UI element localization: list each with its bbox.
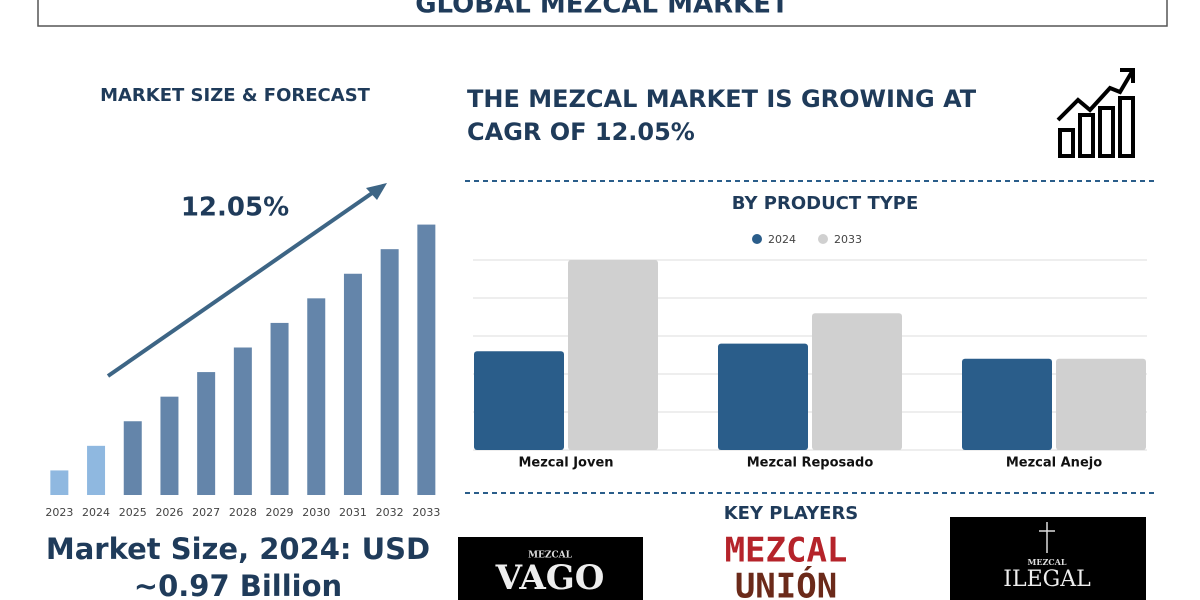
x-tick-label: 2029: [266, 506, 294, 519]
bar: [197, 372, 216, 495]
x-tick-label: 2030: [302, 506, 330, 519]
x-tick-label: Mezcal Joven: [518, 456, 613, 471]
bar: [962, 358, 1052, 450]
logo-text: MEZCAL: [725, 531, 848, 571]
legend-label: 2024: [768, 233, 796, 246]
bar: [1056, 358, 1146, 450]
bar: [123, 421, 142, 495]
x-tick-label: 2026: [155, 506, 183, 519]
x-tick-label: 2032: [376, 506, 404, 519]
headline: THE MEZCAL MARKET IS GROWING AT: [467, 85, 977, 113]
header-title: GLOBAL MEZCAL MARKET: [415, 0, 789, 20]
x-tick-label: Mezcal Anejo: [1006, 456, 1102, 471]
logo-text: MEZCAL: [528, 551, 573, 561]
growth-icon: [1056, 68, 1135, 158]
x-tick-label: 2023: [45, 506, 73, 519]
header-box: [37, 0, 1168, 27]
annotation: 12.05%: [181, 193, 289, 223]
x-tick-label: 2025: [119, 506, 147, 519]
bar: [270, 322, 289, 495]
x-tick-label: 2027: [192, 506, 220, 519]
headline: CAGR OF 12.05%: [467, 118, 695, 146]
logo-text: MEZCAL: [1028, 557, 1067, 567]
bar: [233, 347, 252, 495]
legend-marker: [752, 234, 762, 244]
logo-text: VAGO: [495, 558, 605, 598]
chart-title: BY PRODUCT TYPE: [732, 193, 919, 214]
logo-box: [458, 537, 643, 600]
bar: [380, 249, 399, 495]
bar: [87, 445, 106, 495]
bar: [417, 224, 436, 496]
bar: [568, 260, 658, 450]
bar: [307, 298, 326, 495]
market-size: ~0.97 Billion: [134, 569, 342, 600]
logo-text: UNIÓN: [735, 566, 837, 600]
market-size: Market Size, 2024: USD: [46, 532, 430, 566]
x-tick-label: Mezcal Reposado: [747, 456, 874, 471]
legend-label: 2033: [834, 233, 862, 246]
legend-marker: [818, 234, 828, 244]
x-tick-label: 2031: [339, 506, 367, 519]
trend-arrow: [106, 187, 380, 378]
bar: [812, 313, 902, 450]
arrow-head: [366, 183, 387, 200]
x-tick-label: 2033: [412, 506, 440, 519]
x-tick-label: 2024: [82, 506, 110, 519]
chart-title: MARKET SIZE & FORECAST: [100, 85, 371, 106]
bar: [343, 273, 362, 495]
bar: [160, 396, 179, 495]
section-title: KEY PLAYERS: [724, 503, 859, 524]
logo-text: ILEGAL: [1003, 567, 1091, 592]
x-tick-label: 2028: [229, 506, 257, 519]
bar: [474, 351, 564, 450]
bar: [50, 470, 69, 495]
bar: [718, 343, 808, 450]
